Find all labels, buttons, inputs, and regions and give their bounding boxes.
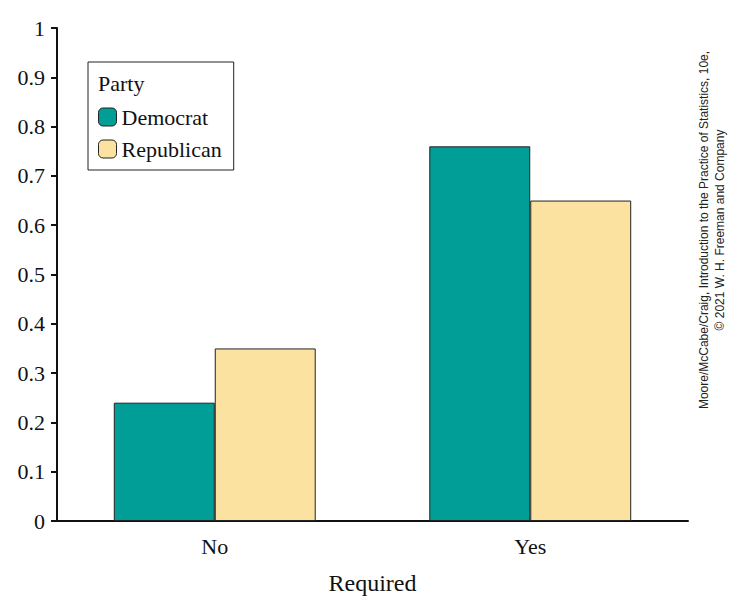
- svg-text:No: No: [201, 534, 228, 559]
- svg-text:0.1: 0.1: [18, 459, 46, 484]
- svg-text:Party: Party: [98, 71, 144, 96]
- svg-text:0.7: 0.7: [18, 163, 46, 188]
- svg-text:0.9: 0.9: [18, 65, 46, 90]
- svg-text:Moore/McCabe/Craig, Introducti: Moore/McCabe/Craig, Introduction to the …: [697, 51, 711, 409]
- svg-text:Democrat: Democrat: [122, 105, 209, 130]
- svg-text:0.6: 0.6: [18, 213, 46, 238]
- svg-text:Republican: Republican: [122, 137, 222, 162]
- svg-text:Yes: Yes: [514, 534, 546, 559]
- svg-text:© 2021 W. H. Freeman and Compa: © 2021 W. H. Freeman and Company: [713, 130, 727, 331]
- svg-text:1: 1: [34, 16, 45, 41]
- svg-text:0.8: 0.8: [18, 114, 46, 139]
- svg-text:0.2: 0.2: [18, 410, 46, 435]
- svg-text:0.3: 0.3: [18, 361, 46, 386]
- svg-text:0.5: 0.5: [18, 262, 46, 287]
- svg-text:0: 0: [34, 509, 45, 534]
- svg-text:0.4: 0.4: [18, 311, 46, 336]
- svg-text:Required: Required: [329, 570, 417, 596]
